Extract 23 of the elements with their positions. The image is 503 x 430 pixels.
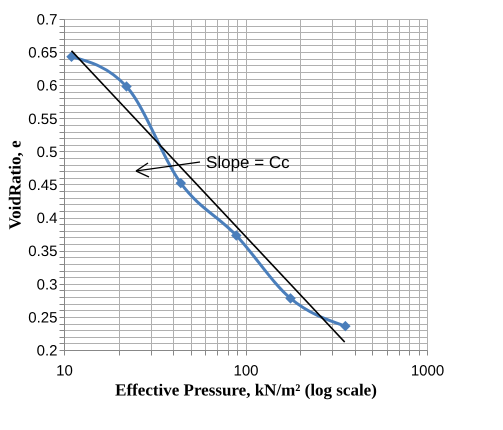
- y-tick-label: 0.55: [28, 110, 58, 128]
- y-tick-label: 0.5: [36, 144, 58, 161]
- x-tick-label: 10: [56, 362, 73, 380]
- y-tick-label: 0.35: [28, 243, 58, 260]
- y-tick-label: 0.4: [36, 210, 58, 228]
- y-tick-label: 0.7: [36, 12, 58, 28]
- annotation: Slope = Cc: [206, 153, 290, 172]
- point: [285, 293, 296, 304]
- x-axis-title: Effective Pressure, kN/m² (log scale): [115, 380, 377, 400]
- y-tick-label: 0.25: [28, 309, 58, 326]
- y-tick-label: 0.3: [36, 276, 58, 294]
- y-tick-label: 0.6: [36, 78, 58, 95]
- y-axis-title: VoidRatio, e: [5, 140, 24, 230]
- y-tick-label: 0.2: [36, 342, 58, 360]
- y-tick-label: 0.45: [28, 177, 58, 194]
- point: [231, 230, 242, 241]
- x-tick-label: 1000: [410, 362, 444, 380]
- point: [121, 81, 132, 92]
- point: [340, 320, 351, 332]
- point: [66, 51, 77, 62]
- x-tick-label: 100: [233, 362, 259, 380]
- y-tick-label: 0.65: [28, 44, 58, 62]
- point: [176, 178, 186, 188]
